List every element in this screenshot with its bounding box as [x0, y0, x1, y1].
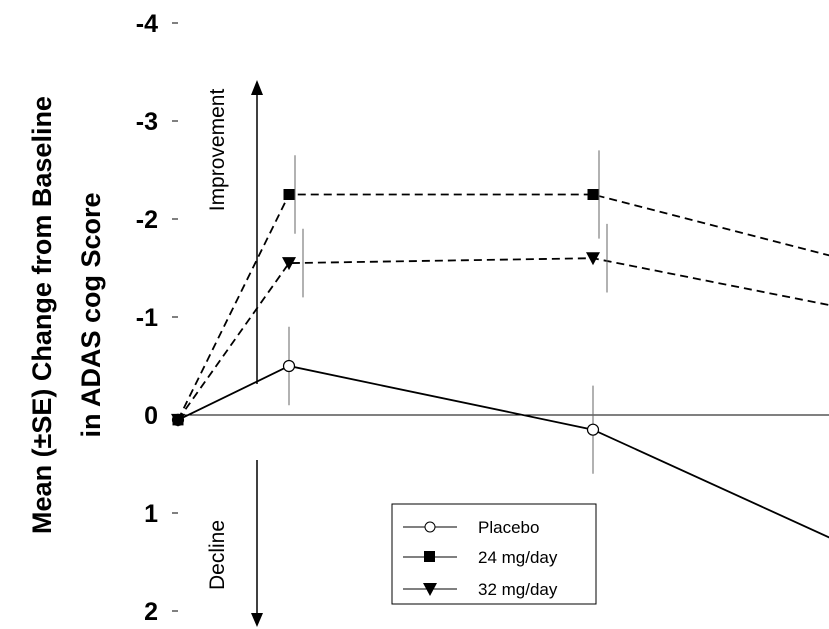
improvement-label: Improvement	[206, 89, 229, 212]
legend-item-24mg: 24 mg/day	[403, 548, 558, 567]
data-point	[282, 257, 296, 271]
series-line	[177, 365, 829, 539]
data-point	[586, 423, 600, 436]
y-tick-label: -3	[136, 108, 158, 136]
y-tick-label: -2	[136, 206, 158, 234]
legend: Placebo 24 mg/day 32 mg/day	[391, 503, 597, 605]
square-marker-icon	[424, 551, 435, 562]
legend-label-32mg: 32 mg/day	[478, 580, 558, 599]
data-point	[282, 359, 296, 373]
y-tick-label: -1	[136, 304, 158, 332]
triangle-down-marker-icon	[423, 583, 437, 596]
y-axis-label-line2: in ADAS cog Score	[76, 192, 106, 437]
series-layer	[171, 150, 829, 539]
y-axis-ticks: -4 -3 -2 -1 0 1 2	[136, 10, 178, 626]
data-point	[283, 189, 295, 200]
series-line	[177, 257, 829, 421]
data-point	[171, 413, 185, 427]
series-line	[177, 193, 829, 421]
y-tick-label: -4	[136, 10, 158, 38]
legend-label-placebo: Placebo	[478, 518, 539, 537]
legend-item-placebo: Placebo	[403, 518, 539, 537]
y-axis-label: Mean (±SE) Change from Baseline in ADAS …	[27, 96, 106, 534]
data-point	[586, 252, 600, 266]
legend-item-32mg: 32 mg/day	[403, 580, 558, 599]
circle-marker-icon	[424, 521, 436, 533]
y-tick-label: 1	[144, 500, 158, 528]
decline-label: Decline	[206, 520, 229, 590]
y-tick-label: 2	[144, 598, 158, 626]
legend-label-24mg: 24 mg/day	[478, 548, 558, 567]
y-tick-label: 0	[144, 402, 158, 430]
data-point	[587, 189, 599, 200]
improvement-arrow: Improvement	[206, 80, 263, 384]
series-32-mg-day	[171, 223, 829, 427]
y-axis-label-line1: Mean (±SE) Change from Baseline	[27, 96, 57, 534]
decline-arrow: Decline	[206, 460, 263, 627]
